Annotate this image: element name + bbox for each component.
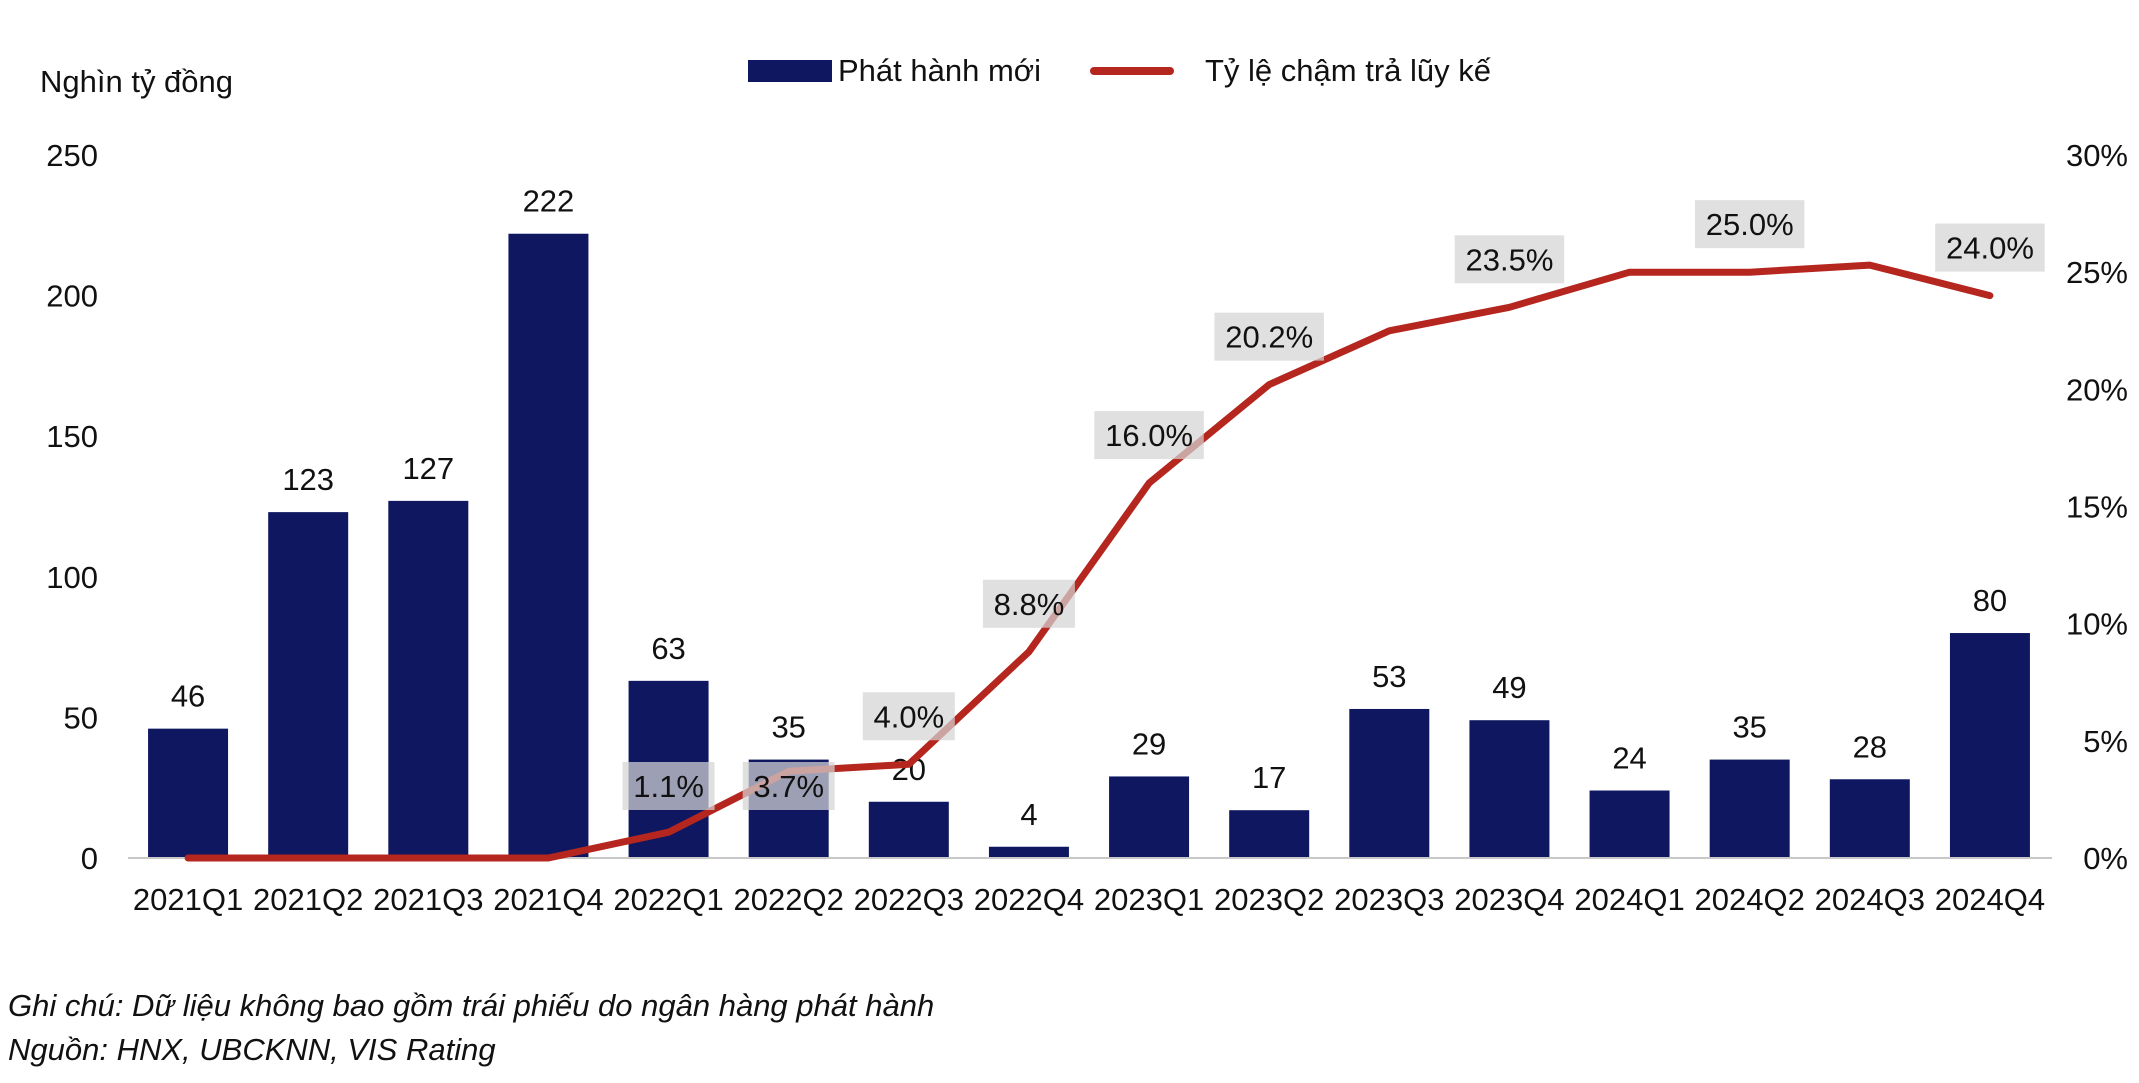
y-tick-label: 50 [64,700,98,735]
line-label-box [1935,223,2045,272]
x-tick-label: 2022Q4 [974,882,1084,917]
legend: Phát hành mới Tỷ lệ chậm trả lũy kế [748,53,1491,88]
y-axis-ticks: 0 50 100 150 200 250 [46,138,98,876]
line-value-label: 24.0% [1946,231,2034,266]
x-tick-label: 2023Q4 [1454,882,1564,917]
bar [388,500,469,858]
bar [1229,810,1310,858]
x-tick-label: 2022Q2 [734,882,844,917]
bar-value-label: 46 [171,679,205,714]
x-tick-label: 2021Q2 [253,882,363,917]
x-tick-label: 2023Q2 [1214,882,1324,917]
y-axis-label: Nghìn tỷ đồng [40,64,233,99]
legend-line-label: Tỷ lệ chậm trả lũy kế [1205,53,1491,88]
line-label-box [1694,200,1805,249]
x-tick-label: 2023Q3 [1334,882,1444,917]
y-tick-label: 250 [46,138,98,173]
bar-value-label: 17 [1252,760,1286,795]
bar-value-label: 80 [1973,583,2007,618]
line-label-box [1454,235,1565,284]
bar [1349,708,1430,858]
bar [1109,776,1190,858]
bar-value-label: 29 [1132,726,1166,761]
bar-value-label: 53 [1372,659,1406,694]
x-tick-label: 2024Q1 [1574,882,1684,917]
y2-tick-label: 10% [2066,607,2128,642]
line-value-label: 25.0% [1706,207,1794,242]
line-series-path [184,261,1994,862]
bar [988,846,1069,858]
x-tick-label: 2021Q4 [493,882,603,917]
bar [1589,790,1670,858]
y2-tick-label: 15% [2066,490,2128,525]
bar-value-label: 123 [282,462,334,497]
chart-note: Ghi chú: Dữ liệu không bao gồm trái phiế… [8,988,935,1023]
bar-value-label: 127 [402,451,454,486]
x-tick-label: 2023Q1 [1094,882,1204,917]
x-tick-label: 2024Q3 [1815,882,1925,917]
bar [868,801,949,858]
bar-value-label: 63 [651,631,685,666]
bar-value-label: 222 [523,184,575,219]
line-value-label: 3.7% [753,769,824,804]
bar [508,233,589,859]
y-tick-label: 150 [46,419,98,454]
x-axis-ticks: 2021Q1 2021Q2 2021Q3 2021Q4 2022Q1 2022Q2 2022… [133,882,2045,917]
x-tick-label: 2024Q2 [1695,882,1805,917]
x-tick-label: 2021Q1 [133,882,243,917]
line-label-box [742,762,835,810]
x-tick-label: 2022Q3 [854,882,964,917]
bar-value-label: 35 [1732,710,1766,745]
line-value-label: 8.8% [994,587,1065,622]
bar [1829,779,1910,858]
line-data-labels: 1.1% 3.7% 4.0% 8.8% 16.0% 20.2% 23.5% 25.0% 24.0… [622,200,2045,810]
bar-value-label: 49 [1492,670,1526,705]
legend-bar-swatch [748,60,832,82]
bar [268,512,349,858]
line-value-label: 4.0% [873,699,944,734]
y-tick-label: 100 [46,560,98,595]
x-tick-label: 2021Q3 [373,882,483,917]
line-value-label: 16.0% [1105,418,1193,453]
legend-bar-label: Phát hành mới [838,53,1041,88]
bar-value-label: 28 [1853,729,1887,764]
chart-source: Nguồn: HNX, UBCKNN, VIS Rating [8,1032,496,1067]
bar-value-label: 4 [1020,797,1037,832]
y-tick-label: 200 [46,279,98,314]
bar [1709,759,1790,858]
bar-value-label: 24 [1612,741,1646,776]
line-value-label: 20.2% [1225,320,1313,355]
y2-axis-ticks: 0% 5% 10% 15% 20% 25% 30% [2066,138,2128,876]
line-label-box [622,762,715,810]
bar [148,728,229,858]
line-value-label: 23.5% [1465,242,1553,277]
x-tick-label: 2022Q1 [613,882,723,917]
line-label-box [1094,411,1204,460]
line-value-label: 1.1% [633,769,704,804]
y-tick-label: 0 [81,841,98,876]
y2-tick-label: 30% [2066,138,2128,173]
bar-value-label: 35 [771,710,805,745]
y2-tick-label: 0% [2083,841,2128,876]
line-label-box [1214,312,1324,361]
y2-tick-label: 5% [2083,724,2128,759]
line-label-box [982,579,1075,628]
line-label-box [862,692,955,741]
bar [1469,720,1550,858]
bar [1949,633,2030,858]
y2-tick-label: 20% [2066,372,2128,407]
line-series [184,261,1994,862]
x-tick-label: 2024Q4 [1935,882,2045,917]
y2-tick-label: 25% [2066,255,2128,290]
bar-series [148,233,2030,859]
